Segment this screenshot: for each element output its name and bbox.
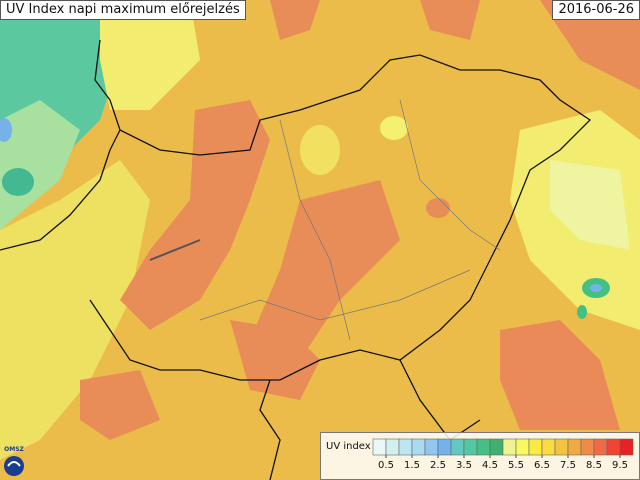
legend-swatch — [554, 438, 569, 456]
legend-swatch — [424, 438, 439, 456]
legend-swatch — [463, 438, 478, 456]
legend-tick-label: 9.5 — [612, 460, 628, 471]
country-border — [89, 39, 592, 381]
logo: OMSZ — [2, 446, 26, 478]
uv-zone-yellow — [380, 116, 408, 140]
legend-swatch — [450, 438, 465, 456]
legend-swatch — [502, 438, 517, 456]
country-border — [259, 379, 281, 480]
county-border — [279, 119, 351, 341]
legend-swatch — [372, 438, 387, 456]
uv-zone-teal — [2, 168, 34, 196]
legend-swatch — [593, 438, 608, 456]
legend-tick-label: 8.5 — [586, 460, 602, 471]
legend-tick-label: 5.5 — [508, 460, 524, 471]
uv-zone-yellow — [0, 160, 150, 460]
legend-swatch — [528, 438, 543, 456]
logo-circle — [4, 456, 24, 476]
country-border — [399, 359, 481, 441]
uv-zone-lightyellow — [550, 160, 630, 250]
uv-zone-green — [577, 305, 587, 319]
legend-swatch — [606, 438, 621, 456]
uv-zone-high — [540, 0, 640, 90]
legend-tick-label: 7.5 — [560, 460, 576, 471]
county-border — [199, 269, 471, 321]
lake — [149, 239, 201, 261]
legend-swatch — [567, 438, 582, 456]
logo-icon — [4, 456, 24, 476]
legend-swatch — [515, 438, 530, 456]
uv-zone-high — [120, 100, 270, 330]
legend-tick-label: 4.5 — [482, 460, 498, 471]
county-border — [399, 99, 501, 251]
map-title: UV Index napi maximum előrejelzés — [0, 0, 246, 20]
legend-swatch — [541, 438, 556, 456]
legend-scale: 0.5 1.5 2.5 3.5 4.5 5.5 6.5 7.5 8.5 9.5 — [372, 438, 634, 471]
uv-zone-yellow — [100, 0, 200, 110]
legend-tick-label: 0.5 — [378, 460, 394, 471]
legend-swatch — [411, 438, 426, 456]
legend-title: UV index — [326, 441, 371, 452]
legend-swatch — [398, 438, 413, 456]
uv-zone-high — [270, 0, 320, 40]
map-date: 2016-06-26 — [552, 0, 640, 20]
legend-swatch — [619, 438, 634, 456]
legend-swatch — [385, 438, 400, 456]
uv-zone-blue — [590, 284, 602, 292]
logo-wave — [7, 461, 21, 467]
legend-swatch — [489, 438, 504, 456]
country-border — [0, 129, 121, 251]
legend-tick-label: 1.5 — [404, 460, 420, 471]
legend-tick-label: 2.5 — [430, 460, 446, 471]
uv-zone-blue — [0, 118, 12, 142]
legend-swatch — [437, 438, 452, 456]
uv-zone-high — [80, 370, 160, 440]
legend-swatch — [476, 438, 491, 456]
uv-zone-yellow — [300, 125, 340, 175]
uv-zone-high — [426, 198, 450, 218]
uv-zone-high — [420, 0, 480, 40]
legend: UV index 0.5 1.5 2.5 3.5 4.5 5.5 6.5 7.5 8.5 9.5 — [320, 432, 640, 480]
legend-tick-label: 6.5 — [534, 460, 550, 471]
legend-swatch — [580, 438, 595, 456]
uv-zone-lightgreen — [0, 100, 80, 230]
legend-tick-label: 3.5 — [456, 460, 472, 471]
uv-zone-high — [500, 320, 620, 430]
logo-text: OMSZ — [4, 446, 24, 453]
